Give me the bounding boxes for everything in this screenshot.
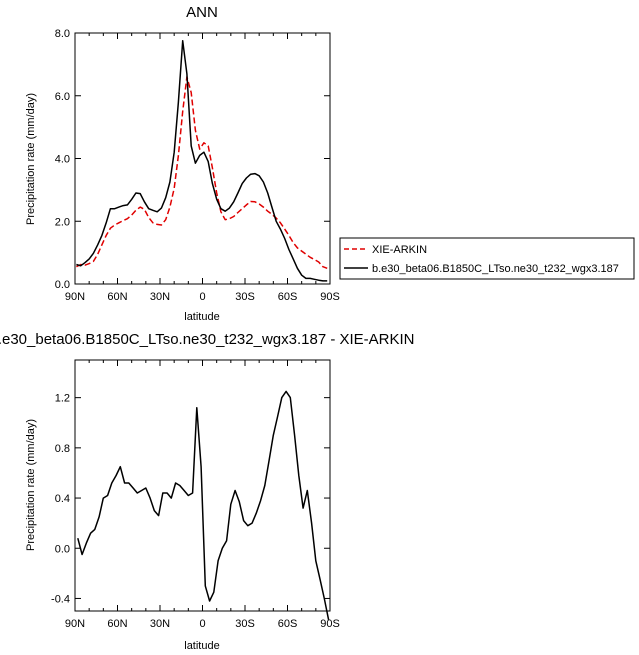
top-x-tick-label: 90S	[320, 291, 340, 303]
top-y-tick-label: 8.0	[55, 28, 70, 40]
top-panel: ANN Precipitation rate (mm/day) latitude…	[25, 4, 340, 323]
top-plot-frame	[74, 32, 331, 285]
bottom-x-tick-label: 60N	[107, 618, 127, 630]
bottom-series-lines	[77, 390, 330, 620]
bottom-x-tick-label: 60S	[278, 618, 298, 630]
legend-label-xie-arkin: XIE-ARKIN	[372, 244, 427, 256]
top-x-tick-label: 60N	[107, 291, 127, 303]
top-ticks: 90N 60N 30N 0 30S 60S 90S 0.0 2.0 4.0 6.0 8.0	[55, 28, 340, 303]
top-x-tick-label: 30S	[235, 291, 255, 303]
bottom-x-tick-label: 90N	[65, 618, 85, 630]
legend: XIE-ARKIN b.e30_beta06.B1850C_LTso.ne30_…	[339, 237, 635, 280]
bottom-x-tick-label: 30N	[150, 618, 170, 630]
top-series-line-0	[76, 76, 328, 270]
bottom-x-tick-label: 0	[199, 618, 205, 630]
bottom-x-tick-label: 90S	[320, 618, 340, 630]
top-x-tick-label: 0	[199, 291, 205, 303]
top-x-tick-label: 90N	[65, 291, 85, 303]
top-x-tick-label: 30N	[150, 291, 170, 303]
top-y-tick-label: 0.0	[55, 279, 70, 291]
top-series-lines	[76, 40, 328, 282]
top-y-tick-label: 4.0	[55, 154, 70, 166]
bottom-panel: b.e30_beta06.B1850C_LTso.ne30_t232_wgx3.…	[0, 331, 415, 652]
top-x-axis-label: latitude	[184, 311, 219, 323]
bottom-series-line-0	[77, 390, 330, 620]
bottom-y-axis-label: Precipitation rate (mm/day)	[25, 419, 37, 551]
bottom-y-tick-label: 0.8	[55, 443, 70, 455]
legend-label-model: b.e30_beta06.B1850C_LTso.ne30_t232_wgx3.…	[372, 263, 619, 275]
bottom-ticks: 90N 60N 30N 0 30S 60S 90S -0.4 0.0 0.4 0.8 1.2	[51, 360, 340, 630]
bottom-x-tick-label: 30S	[235, 618, 255, 630]
top-series-line-1	[76, 40, 328, 282]
top-y-tick-label: 6.0	[55, 91, 70, 103]
bottom-chart-title: b.e30_beta06.B1850C_LTso.ne30_t232_wgx3.…	[0, 331, 415, 348]
bottom-x-axis-label: latitude	[184, 640, 219, 652]
top-chart-title: ANN	[186, 4, 218, 21]
bottom-y-tick-label: 1.2	[55, 393, 70, 405]
top-x-tick-label: 60S	[278, 291, 298, 303]
top-y-axis-label: Precipitation rate (mm/day)	[25, 93, 37, 225]
bottom-y-tick-label: 0.4	[55, 493, 70, 505]
bottom-y-tick-label: -0.4	[51, 593, 70, 605]
legend-box	[339, 237, 635, 280]
top-y-tick-label: 2.0	[55, 216, 70, 228]
bottom-y-tick-label: 0.0	[55, 543, 70, 555]
